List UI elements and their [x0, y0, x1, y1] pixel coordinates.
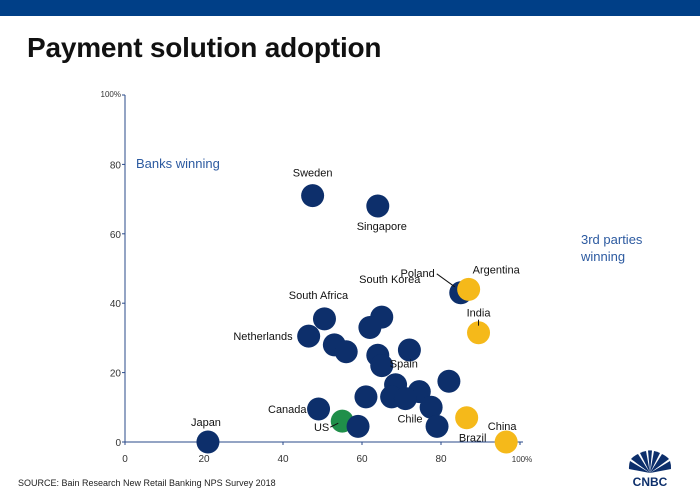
- y-tick-label: 60: [110, 230, 122, 241]
- zone-label-third-parties: 3rd parties: [581, 232, 643, 247]
- x-tick-label: 0: [122, 454, 128, 465]
- data-point: [397, 338, 421, 362]
- point-label: China: [488, 421, 518, 433]
- point-label: Chile: [397, 414, 422, 426]
- x-tick-label: 100%: [512, 455, 532, 464]
- logo-text: CNBC: [633, 475, 668, 489]
- data-point: [346, 414, 370, 438]
- cnbc-logo: CNBC: [628, 450, 672, 489]
- point-label: South Korea: [359, 274, 421, 286]
- data-point: [301, 184, 325, 208]
- data-point: [307, 397, 331, 421]
- y-tick-label: 80: [110, 160, 122, 171]
- point-label: Poland: [400, 268, 434, 280]
- data-point: [419, 395, 443, 419]
- point-label: South Africa: [289, 290, 349, 302]
- x-tick-label: 40: [277, 454, 289, 465]
- zone-label-third-parties: winning: [580, 249, 625, 264]
- data-point: [297, 324, 321, 348]
- point-label: Netherlands: [233, 331, 293, 343]
- data-point: [196, 430, 220, 454]
- data-point: [354, 385, 378, 409]
- point-label: Argentina: [473, 264, 521, 276]
- x-tick-label: 20: [198, 454, 210, 465]
- data-point: [467, 321, 491, 345]
- x-tick-label: 60: [356, 454, 368, 465]
- point-label: Spain: [390, 359, 418, 371]
- data-point: [455, 406, 479, 430]
- y-tick-label: 100%: [101, 90, 121, 99]
- data-point: [393, 387, 417, 411]
- leader-line: [330, 422, 339, 428]
- data-point: [494, 430, 518, 454]
- point-label: India: [467, 308, 492, 320]
- data-point: [358, 315, 382, 339]
- zone-label-banks: Banks winning: [136, 156, 220, 171]
- data-point: [366, 194, 390, 218]
- point-label: Sweden: [293, 168, 333, 180]
- data-point: [425, 414, 449, 438]
- y-tick-label: 20: [110, 369, 122, 380]
- point-label: Japan: [191, 417, 221, 429]
- leader-line: [436, 273, 456, 288]
- point-label: Brazil: [459, 433, 487, 445]
- peacock-icon: [628, 450, 672, 473]
- page-title: Payment solution adoption: [27, 32, 382, 63]
- source-note: SOURCE: Bain Research New Retail Banking…: [18, 478, 276, 488]
- point-label: Singapore: [357, 221, 407, 233]
- x-tick-label: 80: [435, 454, 447, 465]
- data-point: [457, 277, 481, 301]
- y-tick-label: 40: [110, 299, 122, 310]
- top-bar: [0, 0, 700, 16]
- data-point: [334, 340, 358, 364]
- data-point: [312, 307, 336, 331]
- point-label: Canada: [268, 404, 307, 416]
- y-tick-label: 0: [115, 438, 121, 449]
- data-point: [370, 354, 394, 378]
- point-label: US: [314, 422, 329, 434]
- data-point: [437, 369, 461, 393]
